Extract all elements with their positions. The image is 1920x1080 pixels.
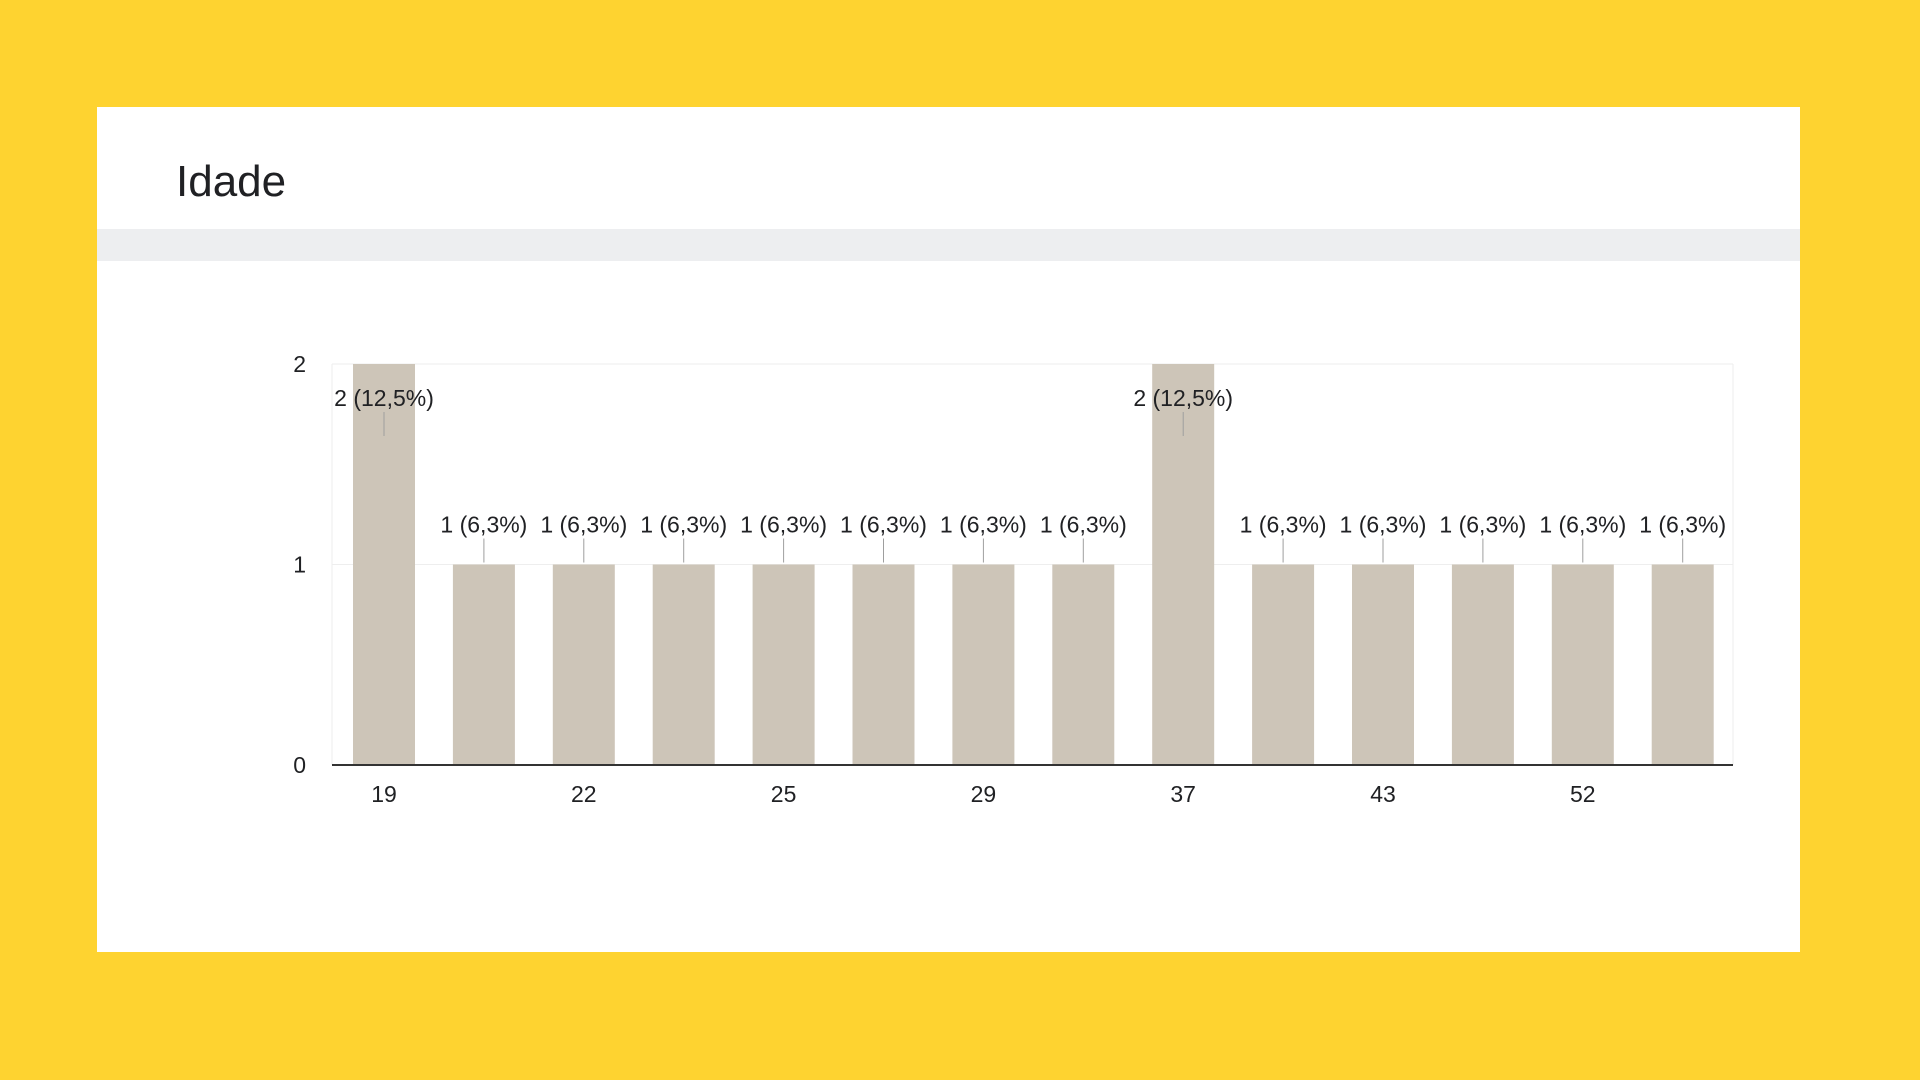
data-label: 1 (6,3%) xyxy=(1439,512,1526,538)
x-tick-label: 37 xyxy=(1170,781,1196,807)
chart-title: Idade xyxy=(176,157,287,206)
bar xyxy=(1551,564,1614,765)
axes: 0 1 2 19 22 25 29 37 43 52 xyxy=(293,351,1733,807)
data-label: 1 (6,3%) xyxy=(540,512,627,538)
bar xyxy=(1451,564,1514,765)
bar xyxy=(1651,564,1714,765)
gridlines xyxy=(331,363,1734,765)
header-divider-band xyxy=(97,229,1800,261)
x-tick-label: 52 xyxy=(1570,781,1596,807)
x-tick-label: 22 xyxy=(571,781,597,807)
bar xyxy=(552,564,615,765)
data-label: 1 (6,3%) xyxy=(1040,512,1127,538)
data-label: 1 (6,3%) xyxy=(740,512,827,538)
x-tick-label: 29 xyxy=(971,781,997,807)
bar xyxy=(752,564,815,765)
y-tick-label: 1 xyxy=(293,552,306,578)
bars xyxy=(353,364,1714,765)
data-label: 1 (6,3%) xyxy=(1539,512,1626,538)
data-label: 2 (12,5%) xyxy=(334,385,434,411)
y-tick-label: 2 xyxy=(293,351,306,377)
y-tick-label: 0 xyxy=(293,752,306,778)
x-tick-label: 43 xyxy=(1370,781,1396,807)
bar xyxy=(1052,564,1115,765)
bar xyxy=(1252,564,1315,765)
data-label: 2 (12,5%) xyxy=(1133,385,1233,411)
bar xyxy=(652,564,715,765)
data-labels: 2 (12,5%) 1 (6,3%) 1 (6,3%) 1 (6,3%) 1 (6,3%… xyxy=(334,385,1726,563)
data-label: 1 (6,3%) xyxy=(940,512,1027,538)
data-label: 1 (6,3%) xyxy=(440,512,527,538)
bar xyxy=(852,564,915,765)
data-label: 1 (6,3%) xyxy=(1240,512,1327,538)
data-label: 1 (6,3%) xyxy=(1639,512,1726,538)
bar xyxy=(952,564,1015,765)
x-tick-label: 19 xyxy=(371,781,397,807)
data-label: 1 (6,3%) xyxy=(840,512,927,538)
data-label: 1 (6,3%) xyxy=(1340,512,1427,538)
bar xyxy=(452,564,515,765)
bar xyxy=(1352,564,1414,765)
x-tick-label: 25 xyxy=(771,781,797,807)
data-label: 1 (6,3%) xyxy=(640,512,727,538)
